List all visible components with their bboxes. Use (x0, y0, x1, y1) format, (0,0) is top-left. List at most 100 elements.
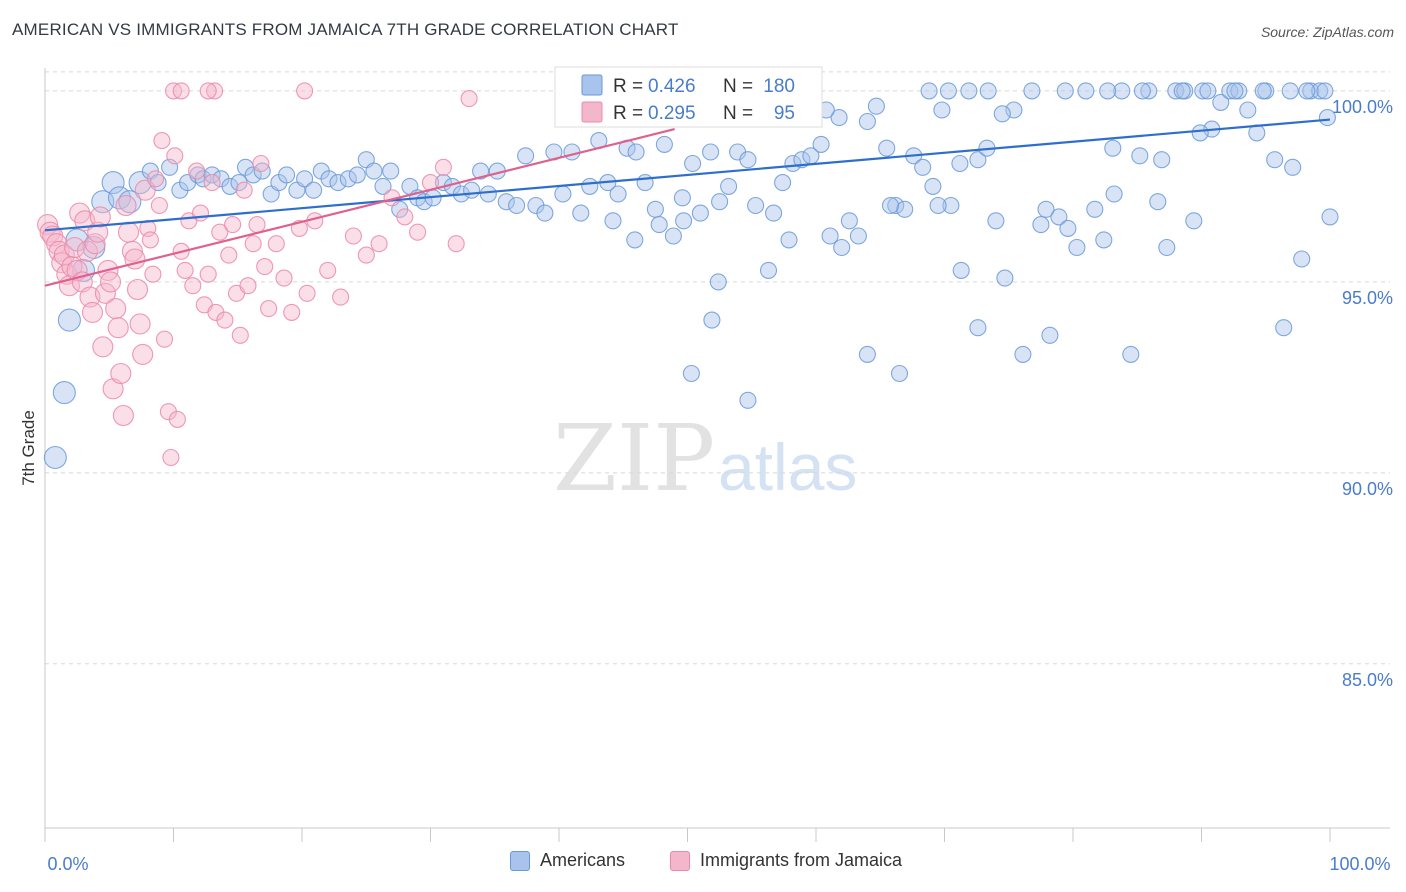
point-jamaica (172, 82, 190, 100)
point-americans (1318, 109, 1336, 127)
point-jamaica (235, 181, 253, 199)
point-americans (536, 204, 554, 222)
point-americans (1122, 345, 1140, 363)
point-americans (682, 364, 700, 383)
point-americans (1194, 82, 1212, 100)
point-americans (673, 189, 691, 207)
point-americans (920, 82, 938, 100)
point-americans (1230, 82, 1248, 100)
point-jamaica (409, 223, 427, 241)
point-americans (71, 258, 96, 282)
point-jamaica (92, 336, 114, 358)
point-americans (296, 170, 314, 188)
point-jamaica (460, 90, 478, 108)
point-americans (646, 200, 664, 218)
point-americans (1153, 151, 1171, 169)
point-americans (339, 170, 357, 188)
legend-swatch-americans (510, 850, 530, 871)
point-jamaica (188, 162, 206, 180)
point-americans (702, 143, 720, 161)
point-americans (1133, 82, 1151, 100)
point-americans (1077, 82, 1095, 100)
point-jamaica (252, 154, 270, 173)
point-jamaica (370, 235, 388, 253)
point-americans (1068, 238, 1086, 257)
series-americans (43, 82, 1339, 470)
point-jamaica (89, 206, 111, 228)
point-jamaica (248, 216, 266, 234)
point-americans (739, 391, 757, 409)
point-americans (479, 185, 497, 203)
point-americans (1104, 139, 1122, 157)
point-americans (1199, 82, 1217, 100)
stats-n-value: 95 (774, 103, 795, 124)
point-americans (1050, 208, 1068, 226)
point-americans (508, 196, 526, 215)
point-americans (57, 308, 81, 332)
point-americans (43, 445, 67, 470)
point-americans (1221, 82, 1239, 100)
legend-item-jamaica: Immigrants from Jamaica (670, 850, 902, 871)
point-americans (1032, 216, 1050, 234)
stats-r-value: 0.426 (648, 76, 696, 97)
point-americans (1298, 82, 1316, 100)
point-americans (1185, 212, 1203, 230)
point-americans (1173, 82, 1191, 100)
point-americans (1105, 185, 1123, 203)
point-americans (858, 112, 876, 131)
point-jamaica (150, 196, 168, 215)
point-jamaica (332, 288, 350, 306)
point-jamaica (239, 277, 257, 295)
point-americans (784, 154, 802, 173)
stats-n-value: 180 (763, 76, 795, 97)
point-jamaica (298, 284, 316, 302)
point-americans (969, 319, 987, 337)
point-americans (960, 82, 978, 100)
point-americans (849, 227, 867, 245)
trendline-americans (44, 118, 1331, 232)
point-americans (703, 311, 721, 329)
legend-swatch-jamaica (670, 850, 690, 871)
point-americans (924, 177, 942, 195)
point-americans (278, 166, 296, 184)
point-americans (878, 139, 896, 157)
point-jamaica (283, 303, 301, 321)
point-jamaica (203, 174, 221, 192)
point-jamaica (39, 221, 61, 243)
point-americans (675, 212, 693, 230)
point-americans (221, 177, 239, 195)
watermark-atlas: atlas (718, 430, 857, 504)
point-americans (101, 171, 125, 195)
point-americans (896, 200, 914, 218)
point-americans (1095, 231, 1113, 249)
point-americans (1226, 82, 1244, 100)
point-americans (951, 154, 969, 173)
point-americans (1113, 82, 1131, 100)
point-americans (812, 135, 830, 153)
point-americans (979, 82, 997, 100)
stats-r-value: 0.295 (648, 103, 696, 124)
point-jamaica (199, 82, 217, 100)
point-jamaica (162, 448, 180, 467)
point-americans (572, 204, 590, 222)
point-jamaica (184, 277, 202, 295)
point-americans (890, 364, 909, 383)
point-jamaica (168, 410, 186, 428)
legend-item-americans: Americans (510, 850, 625, 871)
point-americans (1316, 82, 1334, 100)
legend-label-americans: Americans (540, 850, 626, 870)
point-jamaica (256, 258, 274, 276)
point-americans (1023, 82, 1041, 100)
point-jamaica (132, 343, 154, 365)
point-americans (952, 261, 970, 279)
point-americans (759, 261, 778, 279)
point-jamaica (112, 404, 134, 427)
point-americans (320, 170, 338, 188)
point-americans (1311, 82, 1329, 100)
point-americans (1191, 124, 1209, 142)
point-americans (830, 109, 848, 127)
point-americans (929, 196, 947, 215)
point-americans (1041, 326, 1059, 344)
point-americans (933, 101, 951, 119)
point-jamaica (107, 317, 129, 339)
